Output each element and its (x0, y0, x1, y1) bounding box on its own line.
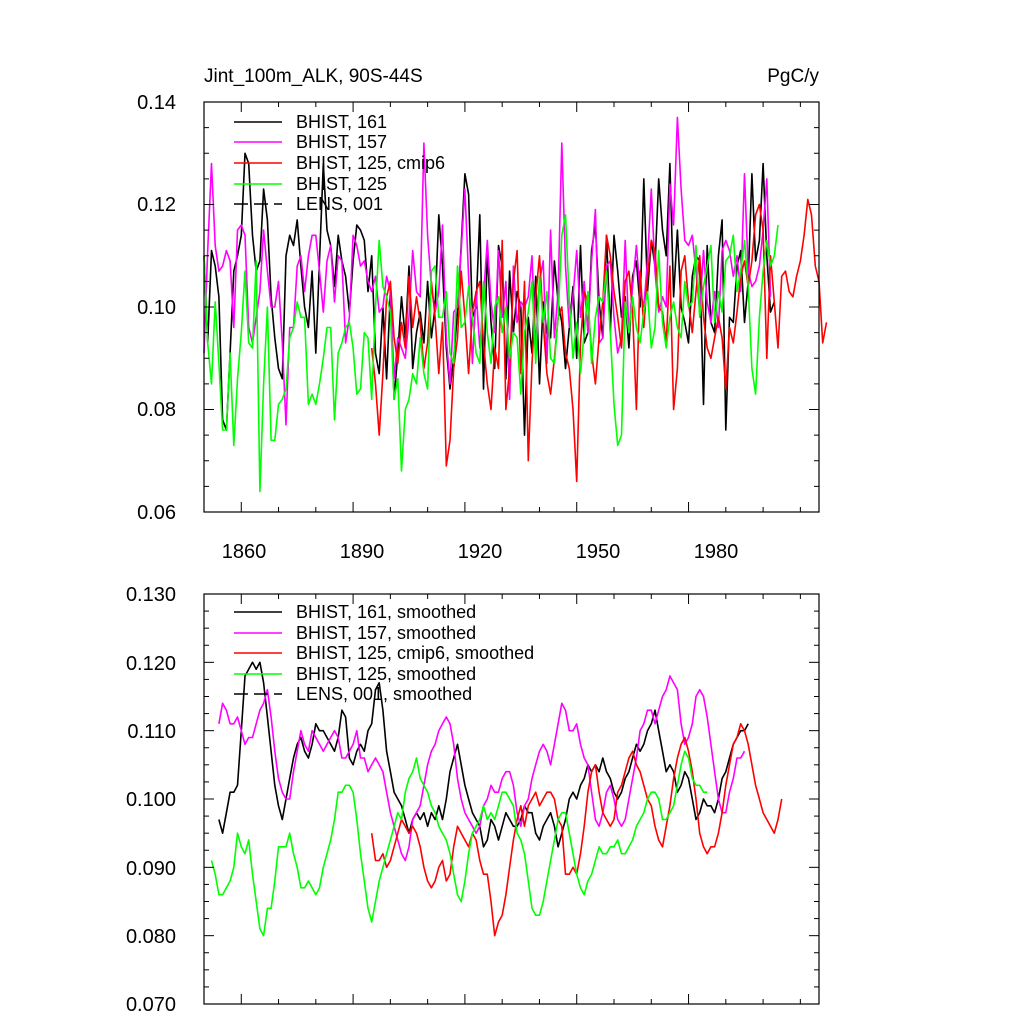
y-tick-label: 0.100 (126, 789, 176, 811)
bottom-legend: BHIST, 161, smoothed BHIST, 157, smoothe… (234, 602, 534, 704)
y-tick-label: 0.06 (137, 502, 176, 524)
top-plot-frame (203, 101, 820, 513)
y-tick-label: 0.090 (126, 858, 176, 880)
y-tick-label: 0.080 (126, 926, 176, 948)
series-line-bhist-161 (203, 152, 776, 436)
y-tick-label: 0.14 (137, 92, 176, 114)
bottom-axis-ticks (203, 593, 819, 1005)
x-tick-label: 1890 (340, 541, 385, 563)
y-tick-label: 0.070 (126, 994, 176, 1016)
x-tick-label: 1920 (458, 541, 503, 563)
y-tick-label: 0.12 (137, 194, 176, 216)
series-line-bhist-125 (203, 214, 779, 493)
legend-label: BHIST, 161 (296, 112, 387, 132)
chart-title: Jint_100m_ALK, 90S-44S (204, 66, 423, 87)
series-line-bhist-161-smoothed (218, 661, 749, 848)
legend-label: BHIST, 125 (296, 174, 387, 194)
bottom-y-tick-labels: 0.070 0.080 0.090 0.100 0.110 0.120 0.13… (126, 584, 176, 1016)
legend-label: BHIST, 125, smoothed (296, 664, 476, 684)
legend-label: BHIST, 157 (296, 132, 387, 152)
y-tick-label: 0.110 (127, 721, 176, 743)
top-legend: BHIST, 161 BHIST, 157 BHIST, 125, cmip6 … (234, 112, 445, 214)
y-tick-label: 0.08 (137, 399, 176, 421)
y-tick-label: 0.130 (126, 584, 176, 606)
series-line-bhist-157 (203, 116, 772, 426)
series-line-bhist-125-smoothed (210, 750, 708, 937)
x-tick-label: 1980 (694, 541, 739, 563)
bottom-panel: 0.070 0.080 0.090 0.100 0.110 0.120 0.13… (126, 584, 820, 1016)
legend-label: BHIST, 161, smoothed (296, 602, 476, 622)
units-label: PgC/y (767, 66, 819, 87)
legend-label: BHIST, 125, cmip6, smoothed (296, 643, 534, 663)
top-panel: Jint_100m_ALK, 90S-44S PgC/y 1860 1890 1… (137, 66, 828, 563)
legend-label: BHIST, 125, cmip6 (296, 153, 445, 173)
x-tick-label: 1950 (576, 541, 621, 563)
legend-label: BHIST, 157, smoothed (296, 623, 476, 643)
legend-label: LENS, 001 (296, 194, 383, 214)
series-line-bhist-125-cmip6-smoothed (370, 722, 783, 937)
legend-label: LENS, 001, smoothed (296, 684, 472, 704)
y-tick-label: 0.120 (126, 653, 176, 675)
x-tick-label: 1860 (222, 541, 267, 563)
bottom-series-group (210, 661, 783, 937)
top-series-group (203, 116, 828, 493)
y-tick-label: 0.10 (137, 297, 176, 319)
bottom-plot-frame (203, 593, 820, 1005)
top-y-tick-labels: 0.06 0.08 0.10 0.12 0.14 (137, 92, 176, 524)
series-line-bhist-125-cmip6 (370, 198, 828, 483)
series-line-bhist-157-smoothed (218, 675, 746, 862)
top-x-tick-labels: 1860 1890 1920 1950 1980 (222, 541, 739, 563)
